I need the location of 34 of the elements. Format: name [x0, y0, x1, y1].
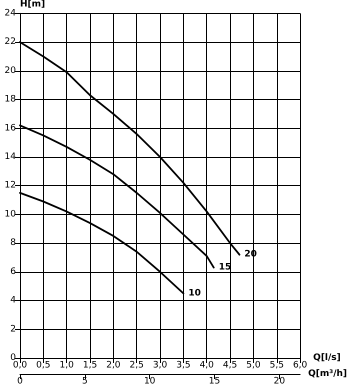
- y-tick-label: 12: [4, 180, 16, 191]
- y-tick-label: 24: [4, 8, 16, 18]
- y-tick-label: 14: [4, 152, 16, 162]
- x-tick-label: 5,0: [246, 360, 261, 370]
- y-tick-label: 8: [10, 238, 16, 248]
- x-axis-title: Q[l/s]: [313, 353, 341, 363]
- series-label: 15: [218, 262, 232, 273]
- x-tick-label: 4,0: [200, 360, 214, 370]
- x-tick-label: 5,5: [270, 360, 284, 370]
- series-label: 10: [188, 288, 201, 298]
- x-tick-label: 0,0: [12, 360, 28, 370]
- x-tick-label: 2,0: [106, 360, 121, 370]
- x-tick-label: 6,0: [292, 360, 308, 370]
- y-tick-label: 18: [4, 94, 16, 105]
- x2-tick-label: 15: [208, 376, 220, 386]
- y-tick-label: 22: [4, 37, 16, 48]
- y-tick-label: 10: [4, 209, 16, 220]
- y-tick-label: 16: [4, 123, 16, 134]
- x-tick-label: 4,5: [222, 360, 238, 370]
- y-tick-label: 6: [10, 266, 16, 277]
- x-tick-label: 1,5: [82, 360, 98, 370]
- y-axis-title: H[m]: [20, 0, 46, 10]
- x2-tick-label: 5: [82, 376, 88, 386]
- x-tick-label: 2,5: [130, 360, 144, 370]
- y-tick-label: 20: [4, 66, 16, 76]
- x-tick-label: 3,0: [152, 360, 168, 370]
- x2-tick-label: 10: [144, 376, 156, 386]
- x2-tick-label: 20: [274, 376, 286, 386]
- y-tick-label: 4: [10, 296, 16, 306]
- x-tick-label: 3,5: [176, 360, 191, 370]
- x2-axis-title: Q[m³/h]: [308, 369, 348, 379]
- x-tick-label: 0,5: [36, 360, 51, 370]
- y-tick-label: 2: [10, 324, 16, 334]
- x-tick-label: 1,0: [60, 360, 74, 370]
